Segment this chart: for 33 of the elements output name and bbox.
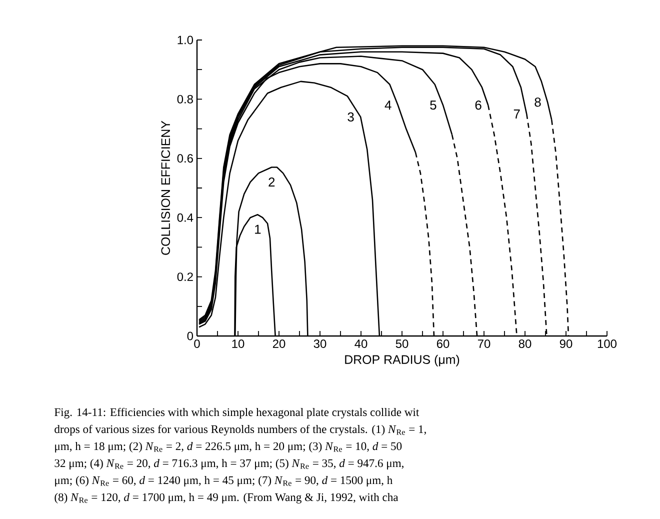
series-label: 6 — [475, 100, 482, 110]
x-tick-label: 50 — [396, 340, 408, 348]
y-tick-label: 0.4 — [177, 213, 194, 222]
x-tick-label: 100 — [598, 340, 617, 348]
text: μm; (6) N$_{Re}$ = 60, d = 1240 μm, h = 45 μm; (7) N$_{Re}$ = 90, d = 1500 μm, h — [55, 476, 392, 486]
x-tick-label: 10 — [232, 340, 244, 348]
series-label: 5 — [430, 100, 436, 110]
x-tick-label: 0 — [194, 340, 200, 348]
series-label: 7 — [514, 110, 520, 118]
x-tick-label: 60 — [436, 340, 450, 348]
y-tick-label: 0 — [187, 332, 194, 340]
y-tick-label: 0.8 — [177, 94, 193, 104]
x-tick-label: 70 — [478, 340, 490, 348]
x-tick-label: 90 — [560, 340, 572, 348]
series-label: 3 — [348, 112, 354, 122]
series-label: 8 — [534, 98, 541, 107]
y-tick-label: 0.6 — [177, 154, 193, 163]
x-tick-label: 80 — [518, 340, 532, 348]
y-tick-label: 1.0 — [178, 36, 194, 44]
text: μm, h = 18 μm; (2) N$_{Re}$ = 2, d = 226.5 μm, h = 20 μm; (3) N$_{Re}$ = 10, d = 50 — [55, 442, 402, 452]
caption: Fig. 14-11: Efficiencies with which simple hexagonal plate crystals collide wit — [54, 408, 420, 418]
text: 32 μm; (4) N$_{Re}$ = 20, d = 716.3 μm, h = 37 μm; (5) N$_{Re}$ = 35, d = 947.6 μm, — [54, 458, 404, 470]
x-tick-label: 20 — [272, 340, 286, 348]
x-tick-label: 40 — [354, 340, 368, 348]
x-tick-label: 30 — [314, 340, 326, 348]
x-axis-title: DROP RADIUS (μm) — [345, 354, 460, 366]
series-label: 2 — [268, 177, 275, 187]
y-axis-title: COLLISION EFFICIENY — [161, 120, 170, 255]
text: (8) N$_{Re}$ = 120, d = 1700 μm, h = 49 μm. (From Wang & Ji, 1992, with cha — [54, 492, 398, 504]
text: drops of various sizes for various Reynolds numbers of the crystals. (1) N$_{Re}$ = 1, — [54, 424, 426, 436]
series-label: 4 — [384, 100, 392, 110]
y-tick-label: 0.2 — [177, 272, 193, 282]
series-label: 1 — [255, 224, 261, 234]
